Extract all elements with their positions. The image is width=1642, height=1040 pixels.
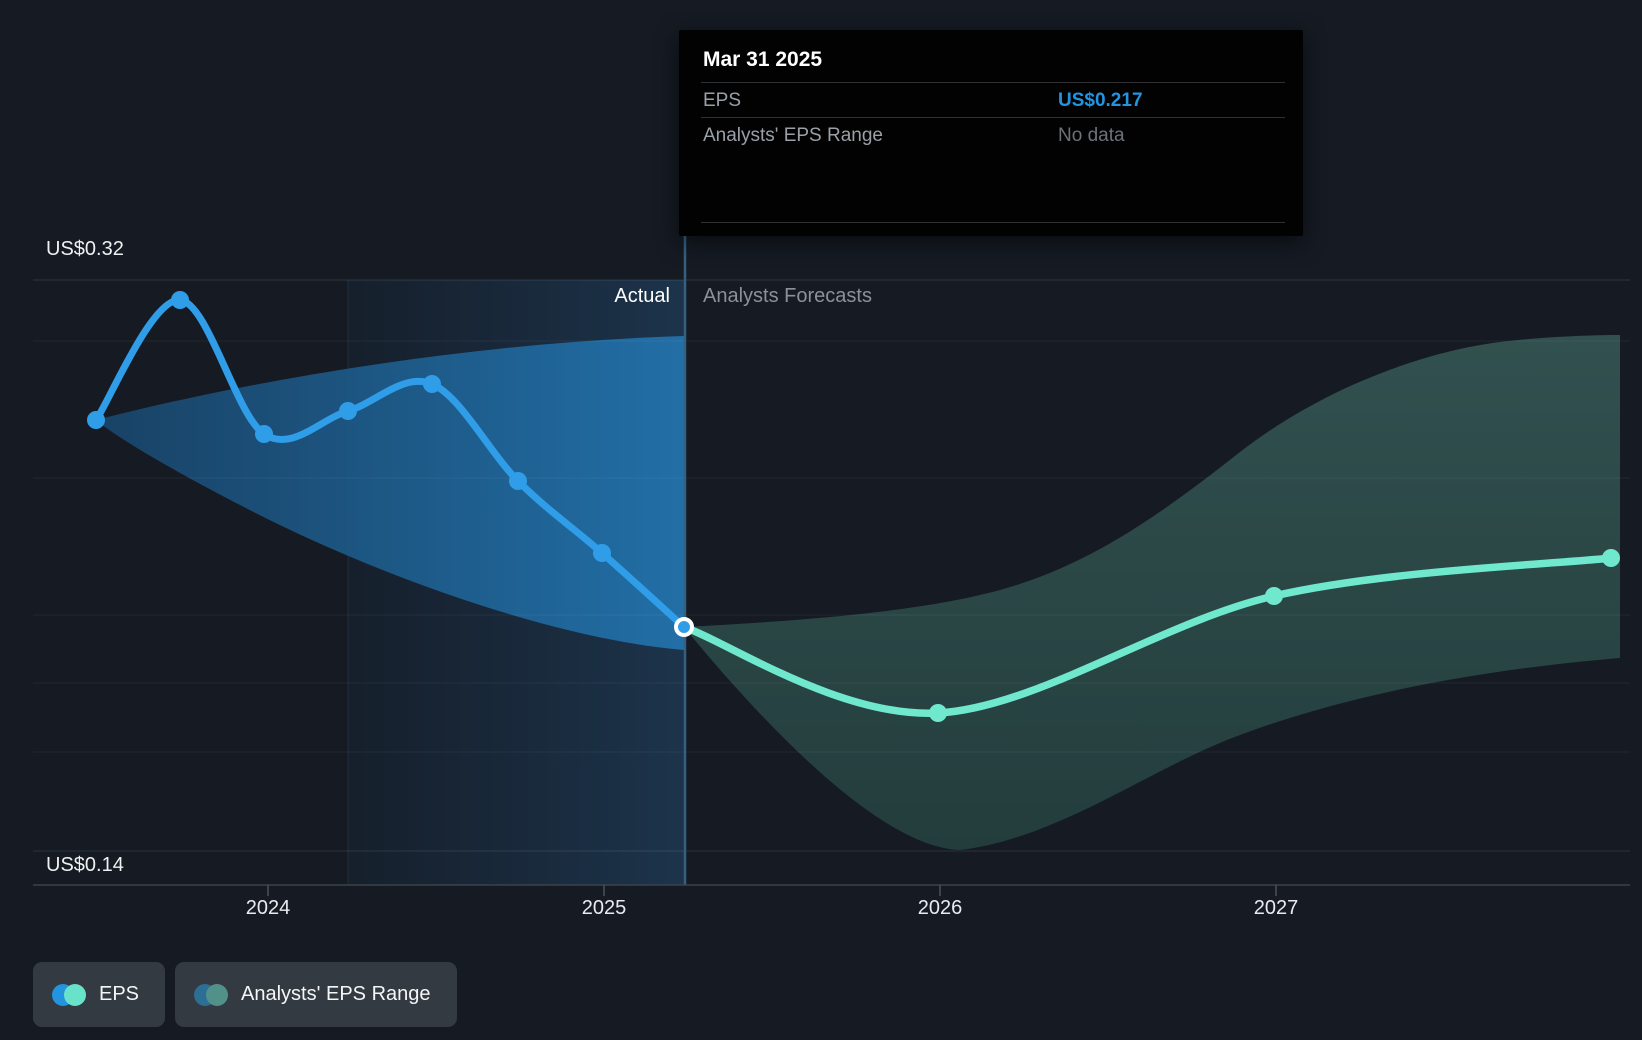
actual-eps-range-band (96, 336, 684, 650)
forecast-point-dot[interactable] (929, 704, 947, 722)
y-axis-top-label: US$0.32 (46, 238, 124, 260)
tooltip-divider (701, 222, 1285, 223)
y-axis-bottom-label: US$0.14 (46, 854, 124, 876)
tooltip-eps-label: EPS (703, 90, 742, 111)
x-axis (33, 884, 1630, 896)
tooltip-divider (701, 82, 1285, 83)
tooltip-range-label: Analysts' EPS Range (703, 125, 883, 146)
chart-legend: EPS Analysts' EPS Range (33, 962, 457, 1027)
tooltip-divider (701, 117, 1285, 118)
actual-point-dot[interactable] (171, 291, 189, 309)
forecast-point-dot[interactable] (1265, 587, 1283, 605)
transition-point-dot[interactable] (674, 617, 694, 637)
actual-point-dot[interactable] (339, 402, 357, 420)
actual-point-dot[interactable] (593, 544, 611, 562)
legend-item-analysts-eps-range[interactable]: Analysts' EPS Range (175, 962, 457, 1027)
x-tick-2024: 2024 (245, 897, 291, 919)
tooltip-date-title: Mar 31 2025 (703, 48, 823, 71)
actual-point-dot[interactable] (255, 425, 273, 443)
eps-legend-swatch-icon (52, 983, 86, 1006)
legend-item-label: EPS (99, 983, 140, 1005)
hover-tooltip: Mar 31 2025 EPS US$0.217 Analysts' EPS R… (679, 30, 1303, 236)
analysts-eps-range-band (684, 335, 1620, 850)
x-tick-2025: 2025 (581, 897, 627, 919)
legend-item-label: Analysts' EPS Range (241, 983, 431, 1005)
eps-forecast-line[interactable] (680, 554, 1615, 717)
x-tick-2027: 2027 (1253, 897, 1299, 919)
data-point-dots (87, 291, 1620, 722)
x-tick-2026: 2026 (917, 897, 963, 919)
forecast-point-dot[interactable] (1602, 549, 1620, 567)
actual-point-dot[interactable] (423, 375, 441, 393)
tooltip-range-value: No data (1058, 125, 1125, 146)
analysts-range-legend-swatch-icon (194, 983, 229, 1006)
gridlines (33, 279, 1630, 852)
actual-phase-label: Actual (614, 285, 670, 307)
actual-point-dot[interactable] (509, 472, 527, 490)
forecast-phase-label: Analysts Forecasts (703, 285, 872, 307)
tooltip-eps-value: US$0.217 (1058, 90, 1143, 111)
legend-item-eps[interactable]: EPS (33, 962, 166, 1027)
actual-point-dot[interactable] (87, 411, 105, 429)
